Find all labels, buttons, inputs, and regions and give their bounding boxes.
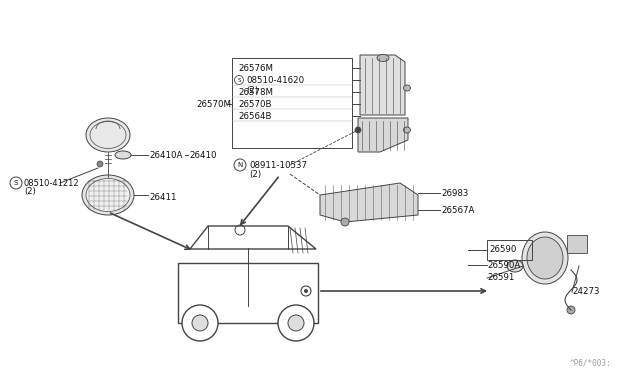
Polygon shape — [358, 118, 408, 152]
Ellipse shape — [507, 260, 523, 272]
Bar — [232, 58, 352, 148]
Bar — [178, 263, 318, 323]
Text: (2): (2) — [249, 170, 261, 179]
Ellipse shape — [403, 127, 410, 133]
Circle shape — [288, 315, 304, 331]
Text: 26578M: 26578M — [238, 87, 273, 96]
Circle shape — [97, 161, 103, 167]
Ellipse shape — [377, 55, 389, 61]
Text: 26564B: 26564B — [238, 112, 271, 121]
Ellipse shape — [86, 118, 130, 152]
Circle shape — [278, 305, 314, 341]
Circle shape — [304, 289, 308, 293]
Ellipse shape — [403, 85, 410, 91]
Circle shape — [182, 305, 218, 341]
Text: (2): (2) — [24, 186, 36, 196]
Text: 26570M: 26570M — [196, 99, 231, 109]
Text: 26591: 26591 — [487, 273, 515, 282]
Polygon shape — [360, 55, 405, 115]
Text: 26411: 26411 — [149, 192, 177, 202]
Text: 26567A: 26567A — [441, 205, 474, 215]
Text: 08510-41620: 08510-41620 — [246, 76, 304, 84]
Text: 26410: 26410 — [189, 151, 216, 160]
Ellipse shape — [527, 237, 563, 279]
Text: 26570B: 26570B — [238, 99, 271, 109]
Ellipse shape — [86, 179, 130, 212]
Bar — [567, 235, 587, 253]
Circle shape — [567, 306, 575, 314]
Ellipse shape — [82, 175, 134, 215]
Ellipse shape — [522, 232, 568, 284]
Text: S: S — [14, 180, 18, 186]
Text: S: S — [237, 77, 241, 83]
Text: 08911-10537: 08911-10537 — [249, 160, 307, 170]
Text: 26576M: 26576M — [238, 64, 273, 73]
Text: (2): (2) — [246, 86, 258, 94]
Text: 26410A: 26410A — [149, 151, 182, 160]
Circle shape — [192, 315, 208, 331]
Text: N: N — [237, 162, 243, 168]
Circle shape — [341, 218, 349, 226]
Bar — [487, 240, 532, 260]
Polygon shape — [320, 183, 418, 222]
Polygon shape — [190, 226, 316, 249]
Text: 24273: 24273 — [572, 288, 600, 296]
Text: 26983: 26983 — [441, 189, 468, 198]
Text: 08510-41212: 08510-41212 — [24, 179, 79, 187]
Circle shape — [355, 127, 361, 133]
Text: 26590A: 26590A — [487, 260, 520, 269]
Text: 26590: 26590 — [489, 246, 516, 254]
Text: ^P6/*003:: ^P6/*003: — [570, 359, 612, 368]
Ellipse shape — [115, 151, 131, 159]
